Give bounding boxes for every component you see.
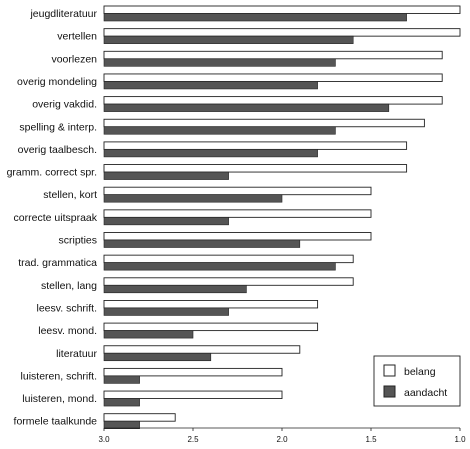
category-label-luisteren-mond: luisteren, mond. — [22, 393, 97, 405]
bar-belang-stellen-lang — [103, 277, 354, 286]
bar-aandacht-gramm-correct-spr — [103, 171, 229, 180]
legend-label-belang: belang — [404, 366, 436, 378]
bar-belang-trad-grammatica — [103, 254, 354, 264]
category-label-stellen-kort: stellen, kort — [43, 189, 97, 201]
category-label-correcte-uitspraak: correcte uitspraak — [14, 212, 98, 224]
bar-belang-vertellen — [103, 28, 461, 37]
legend: belang aandacht — [373, 355, 461, 407]
bar-aandacht-luisteren-mond — [103, 398, 140, 407]
bar-belang-jeugdliteratuur — [103, 5, 461, 14]
bar-belang-stellen-kort — [103, 186, 372, 196]
bar-belang-leesv-mond — [103, 322, 319, 332]
category-label-leesv-schrift: leesv. schrift. — [37, 302, 98, 314]
bar-aandacht-scripties — [103, 239, 301, 248]
x-tick-label-2-5: 2.5 — [187, 435, 199, 444]
bar-aandacht-spelling-interp — [103, 126, 336, 135]
bar-aandacht-stellen-kort — [103, 194, 283, 203]
legend-box — [373, 355, 461, 407]
legend-label-aandacht: aandacht — [404, 387, 447, 399]
legend-swatch-belang — [383, 364, 396, 377]
bar-aandacht-overig-taalbesch — [103, 149, 318, 158]
category-label-overig-vakdid: overig vakdid. — [32, 99, 97, 111]
x-axis: 3.0 2.5 2.0 1.5 1.0 — [98, 427, 466, 444]
x-tick-label-1-5: 1.5 — [365, 435, 377, 444]
bar-belang-voorlezen — [103, 50, 443, 60]
category-label-gramm-correct-spr: gramm. correct spr. — [7, 167, 97, 179]
x-tick-label-3-0: 3.0 — [98, 435, 110, 444]
bar-belang-formele-taalkunde — [103, 413, 176, 422]
category-label-overig-taalbesch: overig taalbesch. — [18, 144, 97, 156]
bar-aandacht-vertellen — [103, 35, 354, 44]
bar-belang-scripties — [103, 232, 372, 241]
bar-belang-overig-vakdid — [103, 96, 443, 105]
bar-aandacht-overig-mondeling — [103, 81, 318, 90]
category-label-stellen-lang: stellen, lang — [41, 280, 97, 292]
bar-belang-overig-mondeling — [103, 73, 443, 82]
bar-aandacht-voorlezen — [103, 58, 336, 67]
bar-aandacht-correcte-uitspraak — [103, 217, 229, 226]
bar-aandacht-literatuur — [103, 352, 212, 362]
category-label-leesv-mond: leesv. mond. — [38, 325, 97, 337]
bar-belang-spelling-interp — [103, 118, 425, 128]
bar-aandacht-overig-vakdid — [103, 103, 390, 112]
category-label-spelling-interp: spelling & interp. — [19, 121, 97, 133]
category-label-formele-taalkunde: formele taalkunde — [14, 416, 98, 428]
category-labels: jeugdliteratuur vertellen voorlezen overig … — [7, 8, 98, 428]
bar-belang-leesv-schrift — [103, 300, 319, 309]
legend-swatch-aandacht — [383, 385, 396, 398]
category-label-overig-mondeling: overig mondeling — [17, 76, 97, 88]
bar-belang-gramm-correct-spr — [103, 164, 408, 173]
x-tick-label-1-0: 1.0 — [454, 435, 466, 444]
x-tick-label-2-0: 2.0 — [276, 435, 288, 444]
bar-aandacht-trad-grammatica — [103, 262, 336, 271]
category-label-scripties: scripties — [58, 235, 97, 247]
bar-belang-luisteren-mond — [103, 390, 283, 399]
bar-aandacht-jeugdliteratuur — [103, 13, 407, 22]
bar-aandacht-leesv-mond — [103, 330, 194, 339]
category-label-luisteren-schrift: luisteren, schrift. — [21, 370, 97, 382]
bar-aandacht-stellen-lang — [103, 284, 247, 294]
bar-aandacht-luisteren-schrift — [103, 375, 140, 384]
category-label-literatuur: literatuur — [56, 348, 97, 360]
bar-belang-overig-taalbesch — [103, 141, 408, 150]
bar-belang-correcte-uitspraak — [103, 209, 372, 218]
category-label-jeugdliteratuur: jeugdliteratuur — [29, 8, 97, 20]
category-label-voorlezen: voorlezen — [51, 53, 97, 65]
bars-group — [103, 5, 461, 430]
category-label-trad-grammatica: trad. grammatica — [18, 257, 97, 269]
bar-aandacht-formele-taalkunde — [103, 420, 140, 430]
category-label-vertellen: vertellen — [57, 31, 97, 43]
bar-belang-luisteren-schrift — [103, 367, 283, 377]
bar-aandacht-leesv-schrift — [103, 307, 229, 316]
bar-belang-literatuur — [103, 345, 301, 354]
